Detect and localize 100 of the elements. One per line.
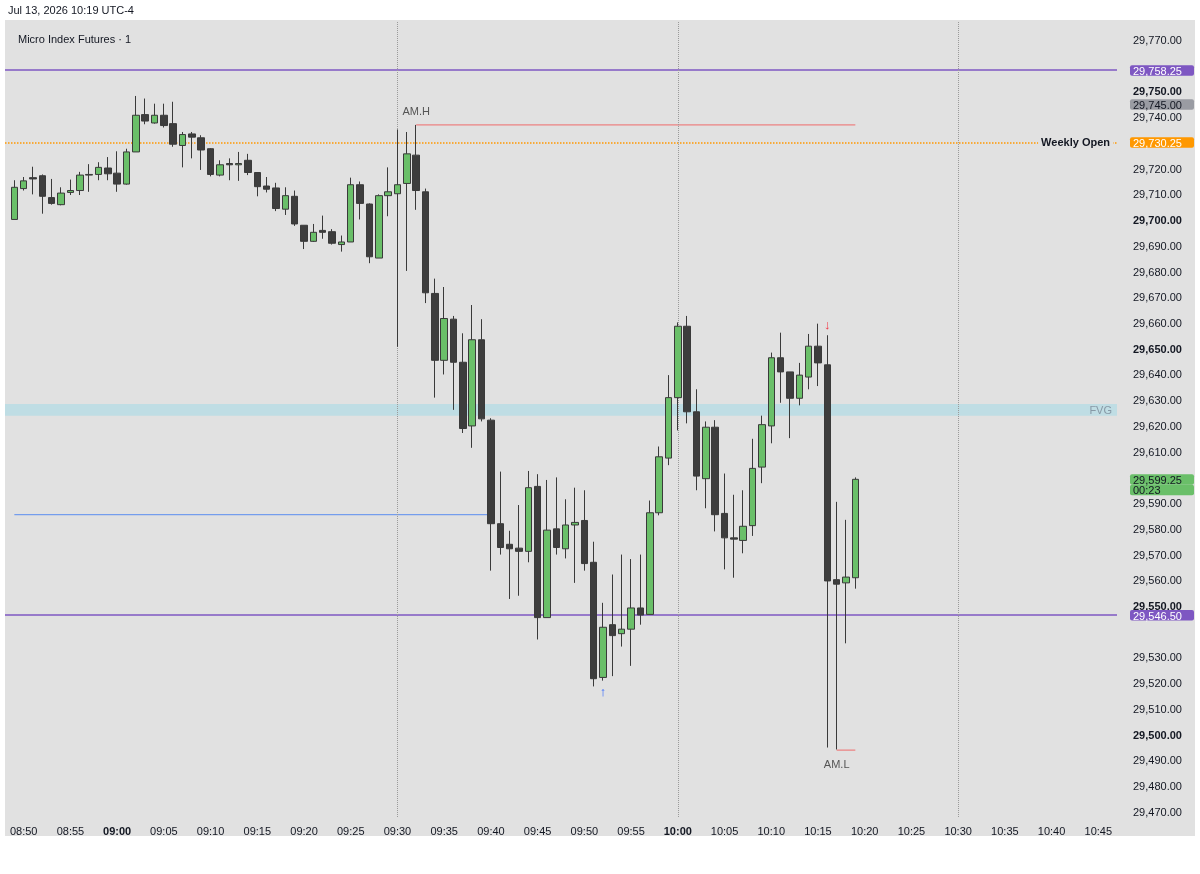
y-tick-label: 29,620.00: [1133, 419, 1182, 432]
candlestick: [282, 186, 289, 216]
candlestick: [637, 554, 644, 626]
y-tick-label: 29,730.25: [1133, 136, 1182, 149]
y-tick-label: 29,750.00: [1133, 85, 1182, 98]
y-tick-label: 29,610.00: [1133, 445, 1182, 458]
candlestick: [310, 223, 317, 243]
candlestick: [693, 388, 700, 491]
x-tick-label: 10:15: [804, 824, 832, 837]
text: Micro Index Futures · 1: [18, 32, 132, 45]
x-tick-label: 10:20: [850, 824, 879, 837]
candlestick: [48, 178, 55, 206]
candlestick: [366, 202, 373, 264]
y-tick-label: 29,680.00: [1133, 265, 1182, 278]
candlestick: [609, 574, 616, 677]
candlestick: [786, 371, 794, 439]
candlestick: [272, 182, 280, 212]
y-tick-label: 29,480.00: [1133, 780, 1182, 793]
candlestick: [338, 235, 345, 253]
candlestick: [29, 166, 37, 195]
y-tick-label: 29,580.00: [1133, 522, 1182, 535]
chart-subtitle: Jul 13, 2026 10:19 UTC-4: [8, 4, 134, 16]
candlestick: [796, 362, 803, 406]
candlestick: [20, 176, 27, 192]
x-tick-label: 08:50: [9, 824, 38, 837]
text: 00:23: [1133, 484, 1161, 497]
x-tick-label: 09:25: [336, 824, 365, 837]
candlestick: [571, 487, 579, 584]
candlestick: [562, 498, 569, 559]
candlestick: [487, 417, 495, 572]
candlestick: [590, 541, 597, 687]
candlestick: [553, 476, 560, 556]
y-tick-label: 29,700.00: [1133, 214, 1182, 227]
candlestick: [300, 224, 308, 250]
candlestick: [805, 333, 812, 390]
candlestick: [263, 176, 270, 193]
candlestick: [768, 352, 775, 444]
x-tick-label: 10:10: [757, 824, 786, 837]
candlestick: [515, 504, 523, 597]
y-tick-label: 29,650.00: [1133, 342, 1182, 355]
candlestick: [852, 476, 859, 590]
ref-line-label: Weekly Open: [1041, 136, 1111, 149]
y-tick-label: 29,758.25: [1133, 64, 1182, 77]
candlestick: [749, 438, 756, 537]
candlestick: [347, 177, 354, 243]
candlestick: [422, 188, 429, 304]
y-tick-label: 29,560.00: [1133, 574, 1182, 587]
x-tick-label: 09:00: [103, 824, 132, 837]
candlestick: [254, 172, 261, 197]
y-tick-label: 29,690.00: [1133, 239, 1182, 252]
candlestick: [235, 151, 242, 182]
candlestick: [665, 374, 672, 466]
x-tick-label: 09:40: [477, 824, 505, 837]
x-tick-label: 09:20: [290, 824, 318, 837]
candlestick: [226, 157, 233, 181]
candlestick: [450, 315, 457, 411]
x-tick-label: 09:50: [570, 824, 599, 837]
y-tick-label: 29,660.00: [1133, 317, 1182, 330]
candlestick: [543, 479, 551, 619]
series-label: AM.H: [402, 105, 430, 118]
series-label: AM.L: [823, 757, 850, 770]
candlestick: [151, 103, 158, 125]
y-tick-label: 29,670.00: [1133, 291, 1182, 304]
candlestick: [534, 473, 541, 640]
candlestick: [581, 489, 588, 572]
candlestick: [67, 179, 74, 196]
candlestick: [824, 334, 831, 749]
x-tick-label: 10:25: [897, 824, 926, 837]
candlestick: [721, 473, 728, 570]
candlestick: [39, 173, 46, 215]
x-tick-label: 09:05: [150, 824, 178, 837]
candlestick: [506, 530, 513, 600]
x-tick-label: 08:55: [56, 824, 85, 837]
x-tick-label: 10:05: [710, 824, 739, 837]
candlestick: [291, 190, 298, 227]
y-tick-label: 29,745.00: [1133, 98, 1182, 111]
annotation: ↑: [599, 684, 607, 700]
candlestick: [328, 228, 336, 246]
x-tick-label: 10:35: [991, 824, 1019, 837]
y-tick-label: 29,570.00: [1133, 548, 1182, 561]
x-tick-label: 09:30: [383, 824, 412, 837]
y-tick-label: 29,599.25: [1133, 473, 1182, 486]
y-tick-label: 29,490.00: [1133, 754, 1182, 767]
candlestick: [11, 179, 18, 220]
candlestick: [814, 323, 822, 387]
x-tick-label: 10:00: [663, 824, 692, 837]
candlestick: [627, 558, 635, 667]
candlestick: [394, 128, 401, 348]
candlestick: [319, 215, 326, 240]
y-tick-label: 29,630.00: [1133, 394, 1182, 407]
x-tick-label: 09:10: [196, 824, 225, 837]
y-tick-label: 29,720.00: [1133, 162, 1182, 175]
candlestick: [525, 470, 532, 563]
x-tick-label: 09:55: [617, 824, 645, 837]
y-tick-label: 29,530.00: [1133, 651, 1182, 664]
y-tick-label: 29,590.00: [1133, 497, 1182, 510]
candlestick: [216, 159, 224, 177]
band-label: FVG: [1089, 403, 1112, 416]
x-tick-label: 09:35: [430, 824, 458, 837]
y-tick-label: 29,770.00: [1133, 34, 1182, 47]
